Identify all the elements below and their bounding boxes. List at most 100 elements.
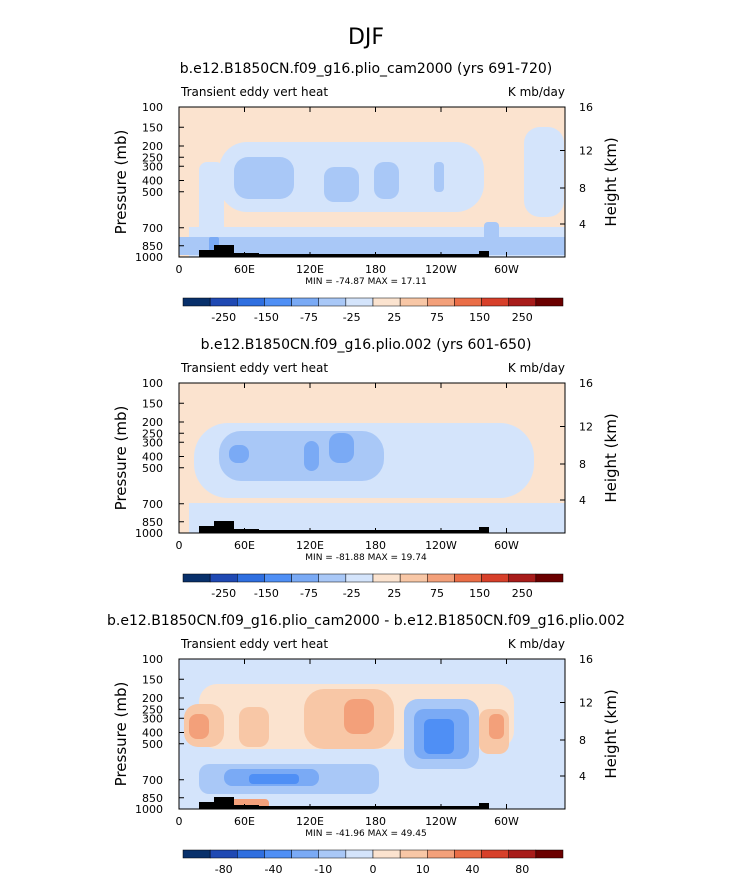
colorbar-segment — [209, 849, 238, 859]
contour-region — [249, 774, 299, 784]
colorbar-segment — [427, 297, 455, 307]
topography — [234, 805, 259, 809]
topography — [479, 803, 489, 809]
colorbar-label: 0 — [370, 863, 377, 876]
colorbar-segment — [209, 297, 238, 307]
topography — [234, 253, 259, 257]
x-tick-label: 60W — [494, 815, 519, 828]
y-axis-label-right: Height (km) — [602, 689, 620, 778]
y-tick-label: 250 — [142, 427, 163, 440]
y-tick-label: 500 — [142, 738, 163, 751]
plot-frame — [178, 658, 566, 810]
y-axis-label: Pressure (mb) — [112, 406, 130, 511]
y-tick-label-right: 12 — [579, 697, 593, 710]
y-tick-label: 400 — [142, 727, 163, 740]
colorbar-label: -10 — [314, 863, 332, 876]
colorbar-segment — [345, 849, 374, 859]
colorbar-segment — [345, 297, 374, 307]
min-max-stats: MIN = -81.88 MAX = 19.74 — [305, 553, 427, 563]
colorbar-segment — [481, 297, 509, 307]
units-label: K mb/day — [508, 361, 565, 375]
colorbar-label: 250 — [512, 587, 533, 600]
colorbar-segment — [508, 297, 537, 307]
x-tick-label: 60W — [494, 263, 519, 276]
units-label: K mb/day — [508, 637, 565, 651]
contour-region — [489, 714, 504, 739]
x-tick-label: 60E — [234, 539, 255, 552]
colorbar-label: -25 — [343, 311, 361, 324]
y-tick-label-right: 12 — [579, 421, 593, 434]
y-axis-label: Pressure (mb) — [112, 682, 130, 787]
colorbar-segment — [372, 297, 401, 307]
colorbar-segment — [399, 297, 428, 307]
x-tick-label: 180 — [365, 815, 386, 828]
x-tick-label: 180 — [365, 539, 386, 552]
contour-region — [434, 162, 444, 192]
colorbar-segment — [454, 573, 482, 583]
colorbar-label: 250 — [512, 311, 533, 324]
y-tick-label: 200 — [142, 416, 163, 429]
topography — [259, 806, 479, 809]
topography — [214, 521, 234, 533]
min-max-stats: MIN = -41.96 MAX = 49.45 — [305, 829, 426, 839]
panel-title: b.e12.B1850CN.f09_g16.plio_cam2000 (yrs … — [180, 61, 552, 77]
topography — [214, 797, 234, 809]
y-tick-label-right: 16 — [579, 653, 593, 666]
y-tick-label: 300 — [142, 160, 163, 173]
topography — [214, 245, 234, 257]
contour-region — [329, 433, 354, 463]
colorbar-label: -150 — [254, 311, 279, 324]
colorbar-segment — [237, 573, 265, 583]
x-tick-label: 120W — [425, 539, 457, 552]
topography — [199, 802, 214, 809]
colorbar-segment — [237, 297, 265, 307]
colorbar-label: 75 — [430, 587, 444, 600]
colorbar-label: -75 — [300, 587, 318, 600]
y-tick-label: 850 — [142, 240, 163, 253]
colorbar-label: 40 — [466, 863, 480, 876]
colorbar-segment — [454, 849, 482, 859]
y-tick-label-right: 12 — [579, 145, 593, 158]
colorbar-segment — [264, 849, 292, 859]
topography — [479, 527, 489, 533]
colorbar-label: 75 — [430, 311, 444, 324]
y-tick-label: 700 — [142, 222, 163, 235]
x-tick-label: 0 — [176, 815, 183, 828]
contour-region — [424, 719, 454, 754]
colorbar-label: 150 — [469, 311, 490, 324]
colorbar-segment — [535, 849, 564, 859]
panel-1: b.e12.B1850CN.f09_g16.plio_cam2000 (yrs … — [112, 61, 620, 324]
colorbar-segment — [399, 573, 428, 583]
colorbar-label: 25 — [387, 587, 401, 600]
y-tick-label: 500 — [142, 186, 163, 199]
y-tick-label: 500 — [142, 462, 163, 475]
contour-region — [324, 167, 359, 202]
topography — [259, 530, 479, 533]
y-tick-label-right: 16 — [579, 377, 593, 390]
contour-region — [344, 699, 374, 734]
y-axis-label: Pressure (mb) — [112, 130, 130, 235]
colorbar-label: -40 — [264, 863, 282, 876]
contour-region — [189, 714, 209, 739]
variable-label: Transient eddy vert heat — [180, 85, 328, 99]
colorbar-segment — [372, 849, 401, 859]
x-tick-label: 0 — [176, 539, 183, 552]
colorbar-segment — [291, 297, 319, 307]
y-axis-label-right: Height (km) — [602, 137, 620, 226]
colorbar-segment — [535, 297, 564, 307]
y-tick-label-right: 8 — [579, 734, 586, 747]
figure-title: DJF — [348, 25, 384, 50]
contour-region — [304, 441, 319, 471]
contour-region — [234, 157, 294, 199]
panel-3: b.e12.B1850CN.f09_g16.plio_cam2000 - b.e… — [107, 613, 625, 876]
x-tick-label: 120E — [296, 263, 324, 276]
colorbar-segment — [481, 849, 509, 859]
colorbar-label: 150 — [469, 587, 490, 600]
y-tick-label: 250 — [142, 151, 163, 164]
x-tick-label: 120E — [296, 539, 324, 552]
y-tick-label-right: 4 — [579, 770, 586, 783]
plot-frame — [178, 106, 566, 258]
colorbar-segment — [481, 573, 509, 583]
contour-region — [524, 127, 564, 217]
y-tick-label: 100 — [142, 653, 163, 666]
